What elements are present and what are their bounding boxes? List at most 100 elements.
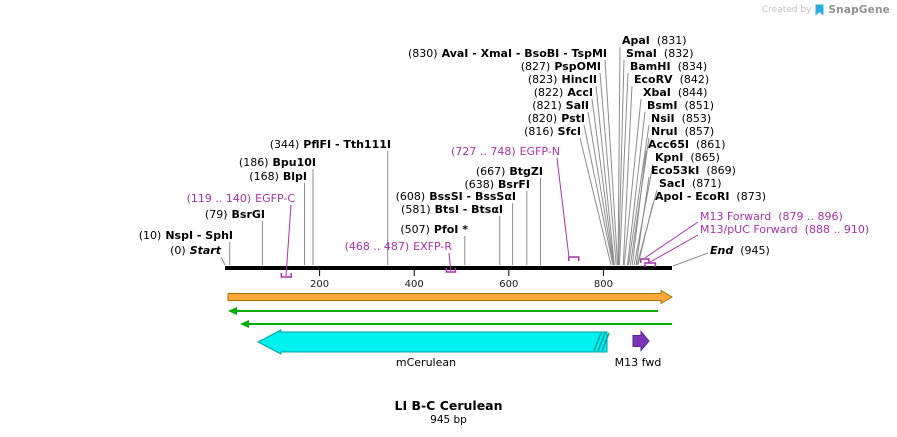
label-name: BtsI - BtsαI [434,203,503,216]
terminus-label[interactable]: End (945) [710,245,770,257]
enzyme-label[interactable]: Eco53kI (869) [651,165,736,177]
label-position: (638) [464,178,495,191]
label-connector-line [617,46,621,266]
enzyme-label[interactable]: (821) SalI [532,100,589,112]
label-connector-line [635,176,650,266]
label-connector-line [220,256,226,266]
label-connector-line [637,202,654,266]
label-position: (888 .. 910) [804,223,870,236]
enzyme-label[interactable]: ApaI (831) [622,35,687,47]
label-connector-line [587,111,614,266]
label-connector-line [604,59,619,266]
label-position: (827) [520,60,551,73]
label-name: SalI [565,99,589,112]
enzyme-label[interactable]: BamHI (834) [630,61,707,73]
enzyme-label[interactable]: (344) PflFI - Tth111I [270,139,391,151]
label-position: (857) [684,125,715,138]
label-connector-line [619,72,629,266]
label-position: (871) [691,177,722,190]
ruler-tick-label: 200 [310,279,329,290]
label-position: (869) [706,164,736,177]
label-connector-line [579,137,612,266]
label-connector-line [631,150,647,266]
label-position: (832) [663,47,694,60]
label-position: (0) [170,244,186,257]
enzyme-label[interactable]: (827) PspOMI [521,61,601,73]
enzyme-label[interactable]: (608) BssSI - BssSαI [396,191,516,203]
enzyme-label[interactable]: (507) PfoI * [400,224,468,236]
mcerulean-feature-arrow[interactable] [256,329,608,355]
enzyme-label[interactable]: (667) BtgZI [476,166,543,178]
enzyme-label[interactable]: (186) Bpu10I [239,157,316,169]
region-label[interactable]: (727 .. 748) EGFP-N [451,146,560,158]
label-name: PstI [561,112,585,125]
watermark: Created by SnapGene [762,4,890,16]
enzyme-label[interactable]: (830) AvaI - XmaI - BsoBI - TspMI [408,48,607,60]
enzyme-label[interactable]: (581) BtsI - BtsαI [401,204,503,216]
label-name: PflFI - Tth111I [303,138,391,151]
enzyme-label[interactable]: NruI (857) [651,126,714,138]
green-feature-arrow-2-arrowhead [240,320,249,328]
label-position: (820) [527,112,558,125]
primer-label[interactable]: M13/pUC Forward (888 .. 910) [700,224,869,236]
orange-feature-arrow[interactable] [227,289,673,305]
enzyme-label[interactable]: (822) AccI [534,87,593,99]
m13-fwd-primer-arrow[interactable] [632,330,650,352]
enzyme-label[interactable]: NsiI (853) [651,113,711,125]
label-name: Bpu10I [272,156,317,169]
label-position: (873) [736,190,767,203]
label-connector-line [618,59,625,266]
enzyme-label[interactable]: (638) BsrFI [464,179,530,191]
sequence-bar[interactable] [225,266,672,270]
ruler-tick-label: 600 [499,279,518,290]
enzyme-label[interactable]: Acc65I (861) [648,139,726,151]
enzyme-label[interactable]: SmaI (832) [626,48,694,60]
truncation-hatch-line [593,332,602,352]
enzyme-label[interactable]: (820) PstI [528,113,585,125]
label-name: BsrGI [231,208,265,221]
label-name: EGFP-N [519,145,560,158]
label-position: (344) [269,138,300,151]
enzyme-label[interactable]: EcoRV (842) [634,74,709,86]
region-label[interactable]: (119 .. 140) EGFP-C [187,193,295,205]
label-position: (816) [524,125,554,138]
label-name: KpnI [655,151,684,164]
label-position: (844) [677,86,708,99]
label-name: PspOMI [554,60,601,73]
enzyme-label[interactable]: (10) NspI - SphI [139,230,233,242]
label-connector-line [583,124,614,266]
primer-label[interactable]: M13 Forward (879 .. 896) [700,211,843,223]
label-name: NruI [651,125,678,138]
enzyme-label[interactable]: KpnI (865) [655,152,720,164]
label-position: (945) [740,244,770,257]
enzyme-label[interactable]: (816) SfcI [524,126,581,138]
enzyme-label[interactable]: ApoI - EcoRI (873) [655,191,766,203]
enzyme-label[interactable]: XbaI (844) [643,87,707,99]
enzyme-label[interactable]: (823) HincII [528,74,597,86]
label-name: Eco53kI [651,164,700,177]
enzyme-label[interactable]: (168) BlpI [249,171,307,183]
construct-title: LI B-C Cerulean [394,398,503,413]
terminus-label[interactable]: (0) Start [170,245,221,257]
label-connector-line [285,204,292,277]
region-label[interactable]: (468 .. 487) EXFP-R [345,241,452,253]
label-position: (119 .. 140) [186,192,252,205]
label-position: (834) [677,60,708,73]
range-bracket [280,273,292,278]
label-name: ApaI [622,34,650,47]
label-name: SacI [659,177,685,190]
enzyme-label[interactable]: BsmI (851) [647,100,714,112]
label-connector-line [627,111,646,266]
label-connector-line [622,85,633,266]
label-name: HincII [561,73,597,86]
label-connector-line [556,157,570,257]
label-name: XbaI [643,86,671,99]
ruler-tick-label: 400 [405,279,424,290]
label-connector-line [628,124,650,266]
enzyme-label[interactable]: (79) BsrGI [205,209,265,221]
watermark-created-by: Created by [761,5,812,15]
enzyme-label[interactable]: SacI (871) [659,178,722,190]
label-position: (865) [690,151,720,164]
green-feature-arrow-1-arrowhead [228,307,237,315]
